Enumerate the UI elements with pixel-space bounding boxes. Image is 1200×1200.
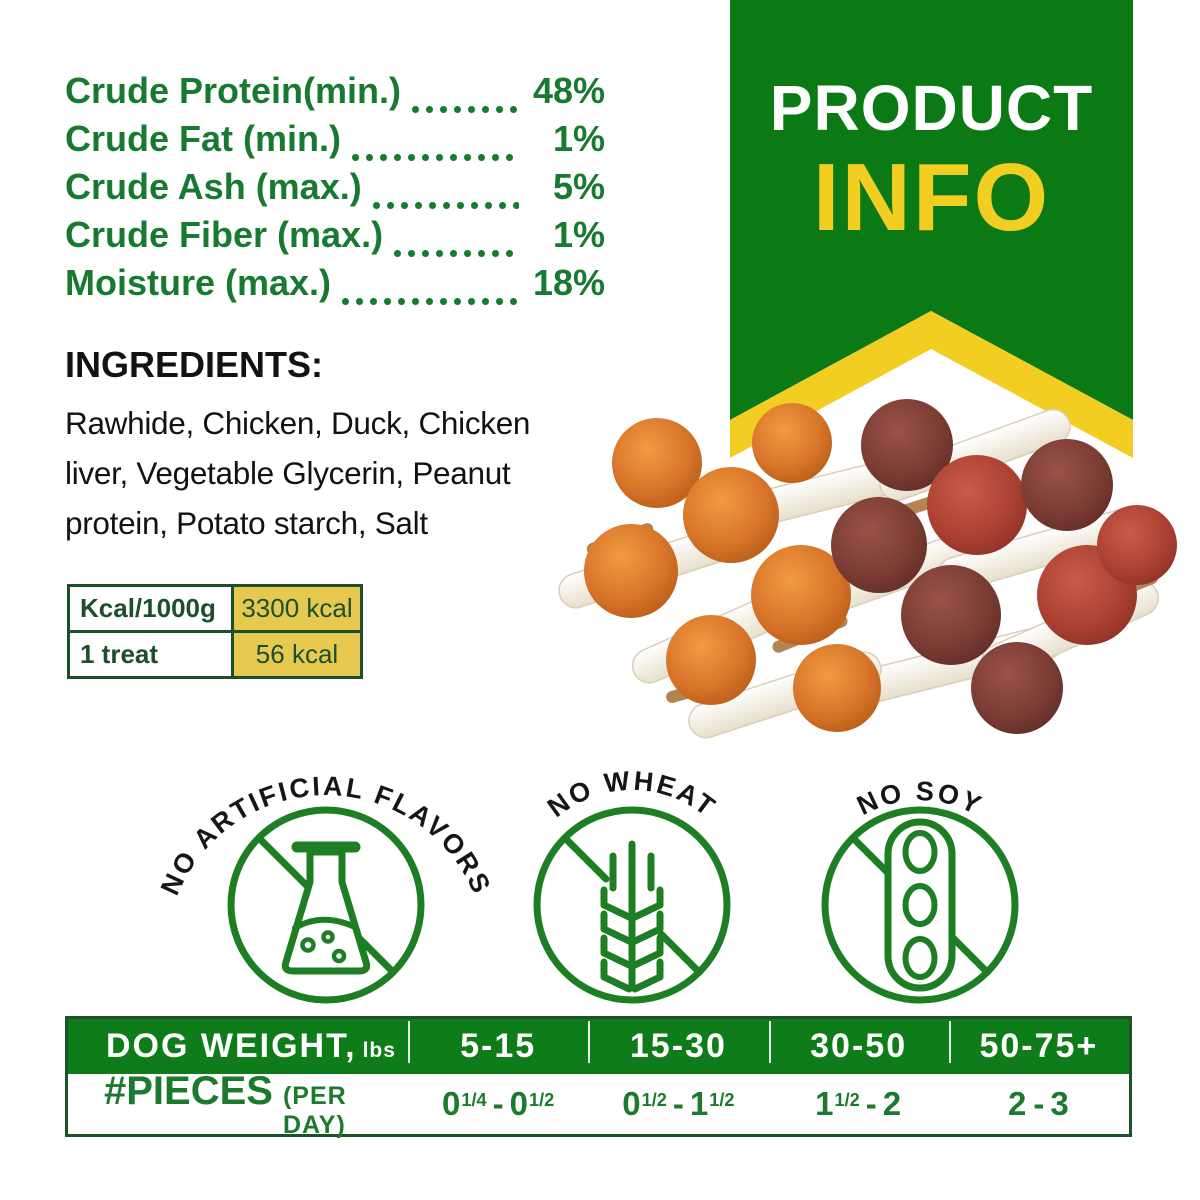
banner-subtitle: INFO: [812, 144, 1051, 251]
nutrition-row: Crude Ash (max.) 5%: [65, 166, 605, 214]
no-wheat-icon: [533, 806, 731, 1004]
dot-leader: [341, 297, 519, 306]
badge-label: NO WHEAT: [542, 765, 722, 823]
nutrient-label: Moisture (max.): [65, 262, 332, 303]
dog-weight-label: DOG WEIGHT,: [106, 1027, 357, 1065]
calorie-value: 3300 kcal: [231, 584, 363, 633]
feeding-guide-table: DOG WEIGHT, lbs 5-15 15-30 30-50 50-75+ …: [65, 1016, 1132, 1139]
nutrition-row: Moisture (max.) 18%: [65, 262, 605, 310]
pieces-value: 01/2-11/2: [622, 1085, 735, 1122]
no-artificial-flavors-badge: NO ARTIFICIAL FLAVORS: [155, 771, 495, 1004]
nutrient-value: 1%: [552, 214, 605, 255]
calorie-row: Kcal/1000g 3300 kcal: [67, 584, 363, 633]
dot-leader: [411, 105, 519, 114]
ingredients-list: Rawhide, Chicken, Duck, Chicken liver, V…: [65, 405, 531, 541]
pieces-header: #PIECES (PER DAY): [68, 1069, 408, 1140]
duck-treat-balls: [831, 399, 1177, 734]
nutrition-row: Crude Fat (min.) 1%: [65, 118, 605, 166]
feeding-pieces-row: #PIECES (PER DAY) 01/4-01/2 01/2-11/2 11…: [68, 1069, 1129, 1139]
chicken-treat-balls: [584, 403, 881, 732]
ingredients-section: INGREDIENTS: Rawhide, Chicken, Duck, Chi…: [65, 344, 557, 548]
dot-leader: [351, 153, 519, 162]
no-artificial-flavors-icon: [227, 806, 425, 1004]
badge-label: NO SOY: [852, 776, 987, 821]
weight-column-header: 15-30: [588, 1021, 768, 1066]
no-soy-icon: [821, 806, 1019, 1004]
product-info-banner: PRODUCT INFO: [730, 0, 1133, 462]
weight-column-header: 30-50: [768, 1021, 949, 1066]
banner-title: PRODUCT: [769, 72, 1094, 144]
dog-weight-unit: lbs: [362, 1039, 396, 1062]
calorie-label: 1 treat: [67, 630, 234, 679]
calorie-value: 56 kcal: [231, 630, 363, 679]
dog-weight-header: DOG WEIGHT, lbs: [68, 1027, 408, 1066]
no-wheat-badge: NO WHEAT: [533, 765, 731, 1004]
claim-badges: NO ARTIFICIAL FLAVORS NO WHEAT: [155, 765, 1019, 1004]
dot-leader: [371, 201, 519, 210]
nutrient-label: Crude Ash (max.): [65, 166, 362, 207]
nutrient-label: Crude Fat (min.): [65, 118, 341, 159]
dot-leader: [393, 249, 519, 258]
nutrition-row: Crude Protein(min.) 48%: [65, 70, 605, 118]
ingredients-heading: INGREDIENTS:: [65, 344, 324, 385]
nutrient-value: 48%: [532, 70, 605, 111]
calorie-label: Kcal/1000g: [67, 584, 234, 633]
feeding-header-row: DOG WEIGHT, lbs 5-15 15-30 30-50 50-75+: [68, 1019, 1129, 1074]
nutrient-value: 5%: [552, 166, 605, 207]
nutrient-label: Crude Protein(min.): [65, 70, 402, 111]
weight-column-header: 5-15: [408, 1021, 588, 1066]
pieces-label: #PIECES: [104, 1068, 273, 1113]
pieces-note: (PER DAY): [282, 1081, 347, 1139]
pieces-value: 01/4-01/2: [442, 1085, 555, 1122]
calorie-row: 1 treat 56 kcal: [67, 630, 363, 679]
pieces-value: 2-3: [1008, 1085, 1069, 1122]
product-photo: [558, 399, 1177, 739]
weight-column-header: 50-75+: [948, 1021, 1129, 1066]
no-soy-badge: NO SOY: [821, 776, 1019, 1004]
nutrient-value: 18%: [532, 262, 605, 303]
nutrient-value: 1%: [552, 118, 605, 159]
nutrition-row: Crude Fiber (max.) 1%: [65, 214, 605, 262]
guaranteed-analysis: Crude Protein(min.) 48% Crude Fat (min.)…: [65, 70, 605, 310]
nutrient-label: Crude Fiber (max.): [65, 214, 384, 255]
pieces-value: 11/2-2: [815, 1085, 902, 1122]
calorie-table: Kcal/1000g 3300 kcal 1 treat 56 kcal: [67, 584, 363, 679]
